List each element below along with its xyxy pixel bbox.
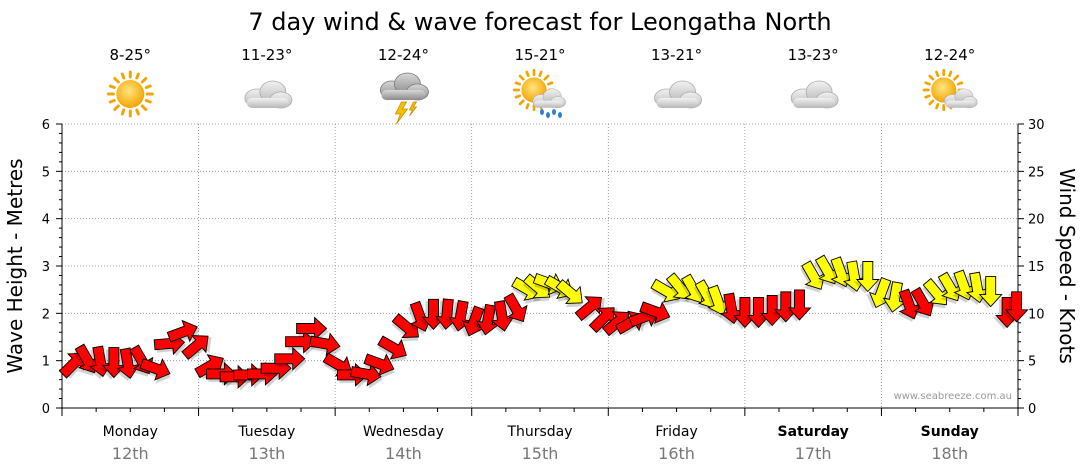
wind-arrow bbox=[800, 260, 826, 293]
wind-arrow bbox=[705, 284, 731, 319]
storm-icon bbox=[380, 72, 429, 125]
temp-range-tuesday: 11-23° bbox=[241, 46, 292, 64]
y-right-tick-label: 0 bbox=[1028, 402, 1036, 417]
y-left-tick-label: 4 bbox=[42, 213, 50, 228]
temp-range-monday: 8-25° bbox=[110, 46, 152, 64]
wind-arrows bbox=[58, 254, 1029, 391]
wind-arrow bbox=[853, 261, 880, 294]
date-label-monday: 12th bbox=[112, 444, 149, 463]
temp-range-friday: 13-21° bbox=[651, 46, 702, 64]
y-right-tick-label: 25 bbox=[1028, 165, 1045, 180]
y-right-tick-label: 15 bbox=[1028, 260, 1045, 275]
day-label-thursday: Thursday bbox=[506, 424, 572, 440]
wind-arrow bbox=[377, 335, 407, 363]
y-right-tick-label: 10 bbox=[1028, 307, 1045, 322]
y-right-tick-label: 30 bbox=[1028, 118, 1045, 133]
wind-arrow bbox=[194, 354, 227, 380]
wind-arrow bbox=[936, 271, 962, 304]
wind-arrow bbox=[909, 286, 935, 320]
temp-range-thursday: 15-21° bbox=[514, 46, 565, 64]
wind-arrow bbox=[555, 279, 583, 308]
wind-arrow bbox=[166, 319, 201, 344]
date-label-friday: 16th bbox=[658, 444, 695, 463]
wind-arrow bbox=[181, 335, 212, 361]
wind-arrow bbox=[139, 358, 171, 384]
wind-arrow bbox=[363, 353, 395, 379]
wind-arrow bbox=[1002, 291, 1029, 324]
date-label-wednesday: 14th bbox=[385, 444, 422, 463]
wind-arrow bbox=[114, 347, 141, 381]
wind-arrow bbox=[880, 281, 907, 314]
day-label-saturday: Saturday bbox=[778, 424, 849, 440]
wind-arrow bbox=[639, 301, 671, 327]
wind-arrow bbox=[650, 278, 681, 306]
temp-range-wednesday: 12-24° bbox=[378, 46, 429, 64]
wind-arrow bbox=[976, 276, 1003, 309]
wind-arrow bbox=[285, 329, 318, 356]
wind-arrow bbox=[588, 307, 618, 334]
y-left-tick-label: 1 bbox=[42, 355, 50, 370]
day-label-monday: Monday bbox=[103, 424, 158, 440]
wind-arrow bbox=[408, 300, 433, 335]
cloud-icon bbox=[790, 80, 839, 109]
y-left-tick-label: 0 bbox=[42, 402, 50, 417]
cloud-icon bbox=[244, 80, 293, 109]
temp-range-saturday: 13-23° bbox=[788, 46, 839, 64]
day-label-wednesday: Wednesday bbox=[363, 424, 444, 440]
credit-label: www.seabreeze.com.au bbox=[894, 391, 1012, 402]
y-axis-left-label: Wave Height - Metres bbox=[3, 158, 27, 373]
day-label-friday: Friday bbox=[655, 424, 697, 440]
y-right-tick-label: 20 bbox=[1028, 213, 1045, 228]
wind-arrow bbox=[574, 296, 605, 322]
wind-arrow bbox=[309, 332, 342, 359]
y-left-tick-label: 3 bbox=[42, 260, 50, 275]
date-label-sunday: 18th bbox=[931, 444, 968, 463]
chart-title: 7 day wind & wave forecast for Leongatha… bbox=[248, 8, 831, 36]
sun-icon bbox=[106, 70, 154, 118]
sun-shower-icon bbox=[512, 68, 566, 118]
temp-range-sunday: 12-24° bbox=[924, 46, 975, 64]
wind-arrow bbox=[489, 300, 515, 334]
wind-arrow bbox=[296, 316, 329, 343]
wind-arrow bbox=[813, 254, 839, 287]
cloud-icon bbox=[654, 80, 703, 109]
wind-arrow bbox=[274, 346, 307, 373]
y-axis-right-label: Wind Speed - Knots bbox=[1055, 168, 1079, 364]
y-left-tick-label: 5 bbox=[42, 165, 50, 180]
wind-arrow bbox=[73, 343, 99, 376]
day-label-tuesday: Tuesday bbox=[237, 424, 295, 440]
y-right-tick-label: 5 bbox=[1028, 355, 1036, 370]
title-layer: 7 day wind & wave forecast for Leongatha… bbox=[106, 8, 978, 125]
day-label-sunday: Sunday bbox=[921, 424, 979, 440]
y-left-tick-label: 6 bbox=[42, 118, 50, 133]
wind-arrow bbox=[785, 289, 812, 322]
wind-arrow bbox=[473, 303, 500, 337]
wind-arrow bbox=[502, 292, 528, 325]
date-label-thursday: 15th bbox=[522, 444, 559, 463]
partly-cloudy-icon bbox=[922, 68, 978, 112]
wind-arrow bbox=[459, 305, 485, 337]
date-label-tuesday: 13th bbox=[248, 444, 285, 463]
wind-arrow bbox=[350, 362, 383, 389]
y-left-tick-label: 2 bbox=[42, 307, 50, 322]
wind-arrow bbox=[922, 277, 948, 309]
date-label-saturday: 17th bbox=[795, 444, 832, 463]
